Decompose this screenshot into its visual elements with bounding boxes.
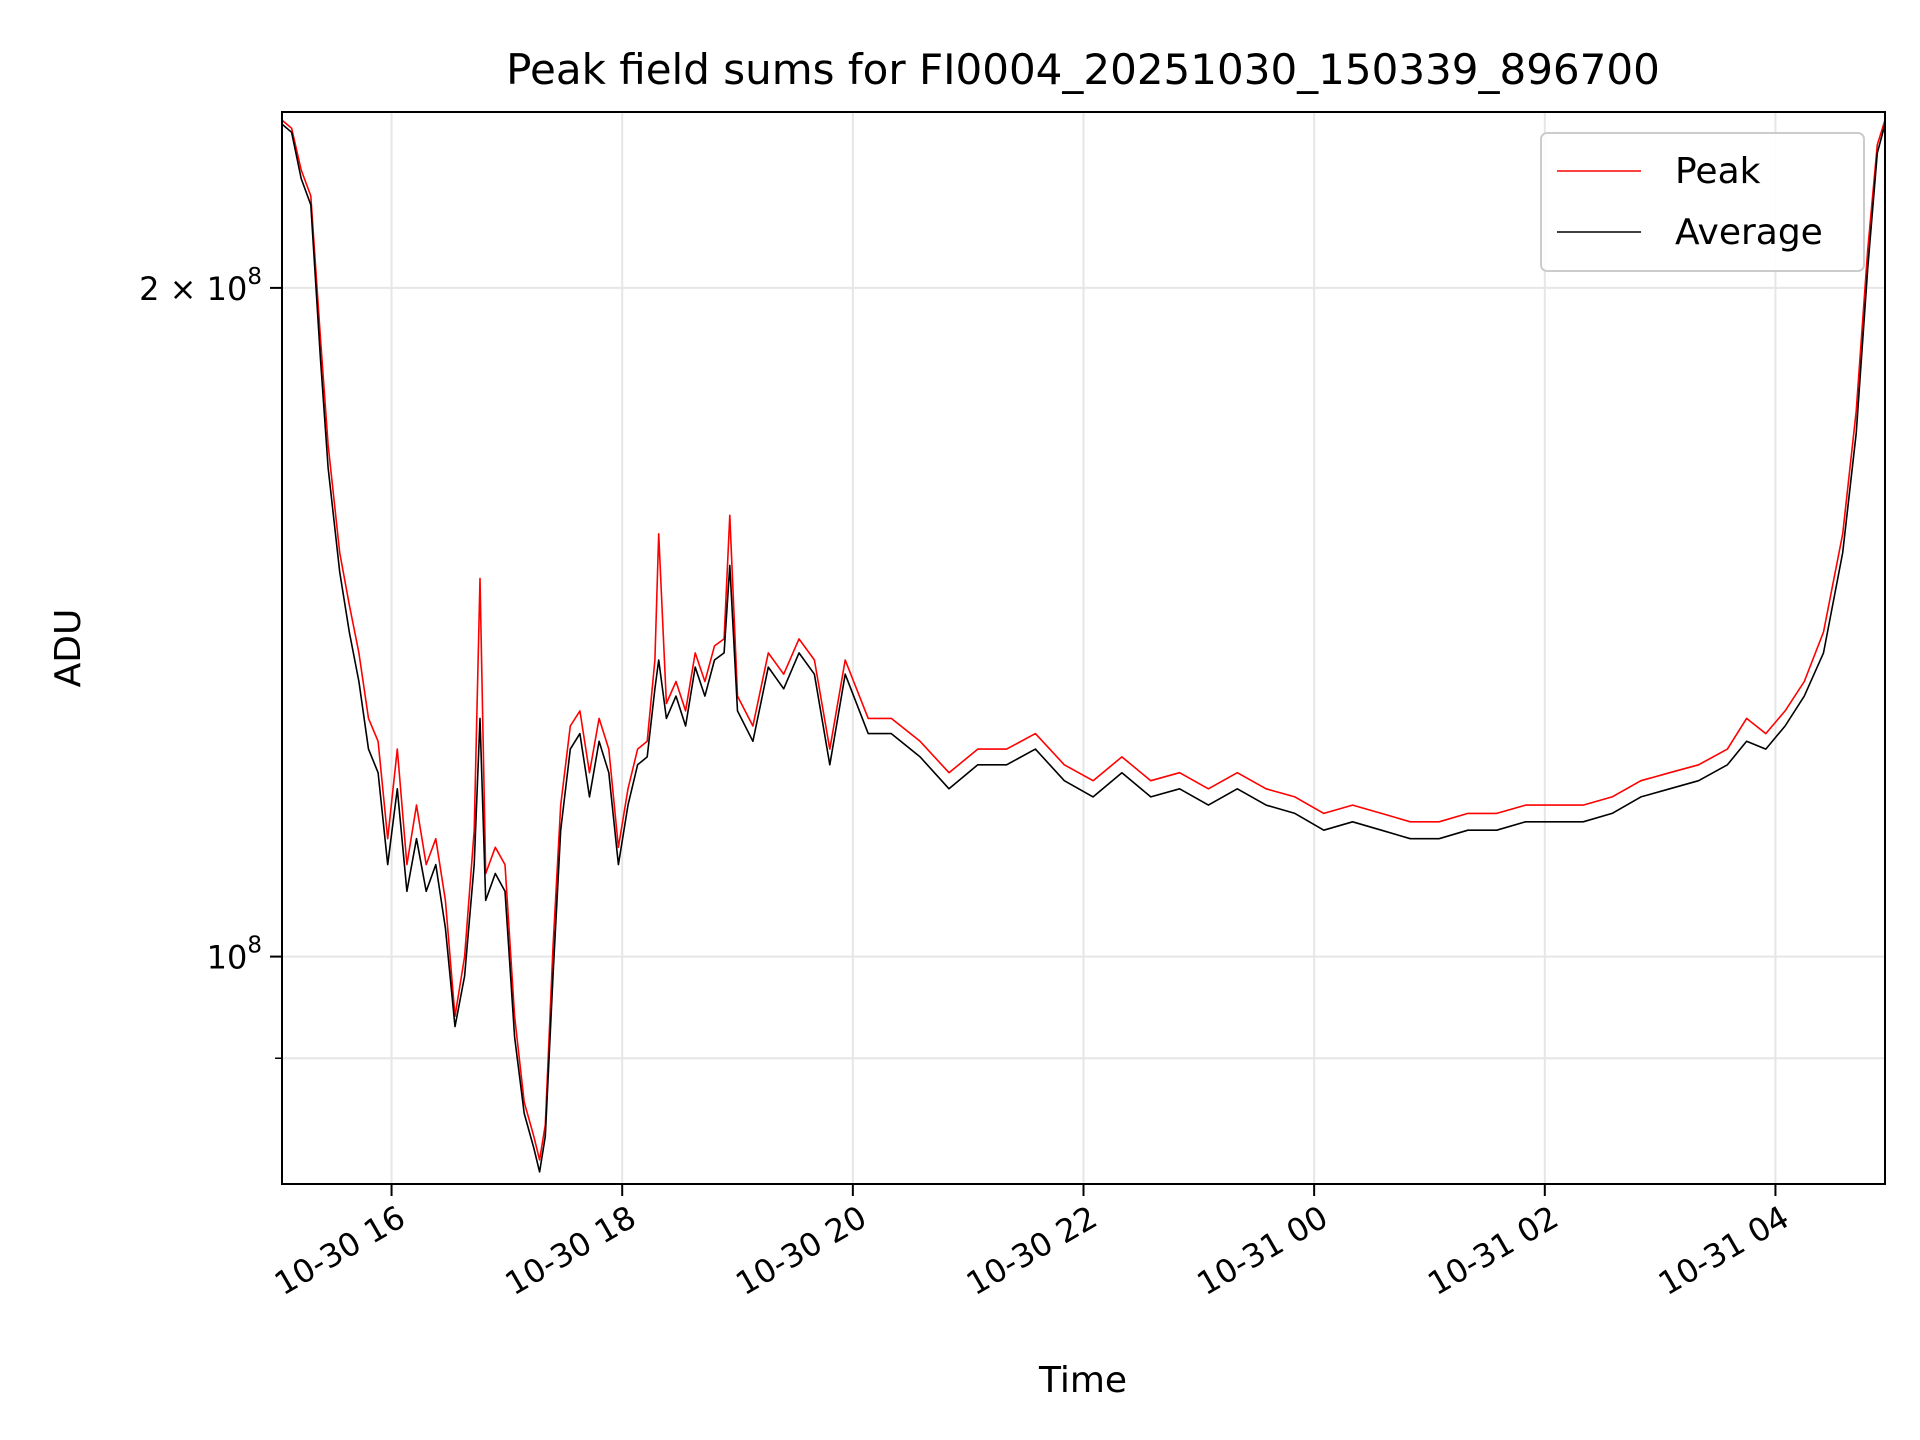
legend-average-label: Average <box>1675 212 1823 253</box>
legend-peak-label: Peak <box>1675 151 1761 192</box>
chart-title: Peak field sums for FI0004_20251030_1503… <box>506 45 1660 94</box>
series-line-peak <box>281 119 1886 1161</box>
series-group <box>281 119 1886 1173</box>
y-tick-exponent: 8 <box>247 933 262 959</box>
y-tick-label: 108 <box>207 933 262 977</box>
series-line-average <box>281 123 1886 1173</box>
y-tick-label: 2 × 108 <box>139 264 262 308</box>
y-tick-base: 10 <box>207 270 248 308</box>
legend-frame <box>1540 132 1865 272</box>
y-tick-exponent: 8 <box>247 264 262 290</box>
y-axis-label: ADU <box>48 609 89 688</box>
legend: Peak Average <box>1540 132 1865 272</box>
y-tick-base: 10 <box>207 939 248 977</box>
x-axis-label: Time <box>1038 1360 1127 1401</box>
y-tick-mantissa: 2 × <box>139 270 207 308</box>
